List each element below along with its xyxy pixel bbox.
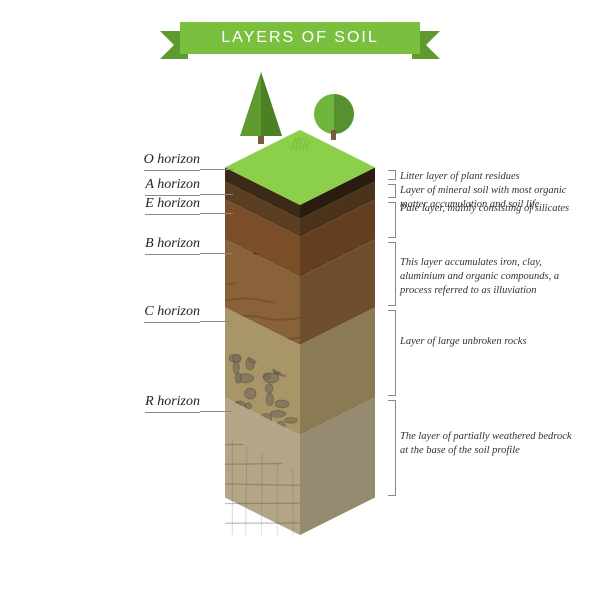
brace-A	[388, 184, 396, 198]
horizon-label-C: C horizon	[144, 304, 200, 323]
brace-E	[388, 202, 396, 238]
horizon-label-R: R horizon	[145, 394, 200, 413]
leader-left-R	[200, 411, 233, 412]
leader-left-B	[200, 253, 233, 254]
leader-left-O	[200, 169, 233, 170]
label-text: A horizon	[145, 177, 200, 192]
horizon-desc-R: The layer of partially weathered bedrock…	[400, 430, 575, 458]
label-text: B horizon	[145, 236, 200, 251]
label-text: R horizon	[145, 394, 200, 409]
label-text: O horizon	[144, 152, 200, 167]
layer-R	[225, 360, 375, 537]
leader-left-C	[200, 321, 233, 322]
horizon-desc-O: Litter layer of plant residues	[400, 170, 575, 184]
label-text: E horizon	[145, 196, 200, 211]
horizon-desc-E: Pale layer, mainly consisting of silicat…	[400, 202, 575, 216]
horizon-desc-B: This layer accumulates iron, clay, alumi…	[400, 256, 575, 299]
brace-R	[388, 400, 396, 496]
horizon-label-E: E horizon	[145, 196, 200, 215]
horizon-label-A: A horizon	[145, 177, 200, 196]
label-text: C horizon	[144, 304, 200, 319]
horizon-desc-C: Layer of large unbroken rocks	[400, 335, 575, 349]
title-text: LAYERS OF SOIL	[180, 22, 420, 54]
horizon-label-O: O horizon	[144, 152, 200, 171]
leader-left-E	[200, 213, 233, 214]
brace-B	[388, 242, 396, 306]
brace-C	[388, 310, 396, 396]
leader-left-A	[200, 194, 233, 195]
brace-O	[388, 170, 396, 180]
horizon-label-B: B horizon	[145, 236, 200, 255]
title-banner: LAYERS OF SOIL	[180, 22, 420, 54]
